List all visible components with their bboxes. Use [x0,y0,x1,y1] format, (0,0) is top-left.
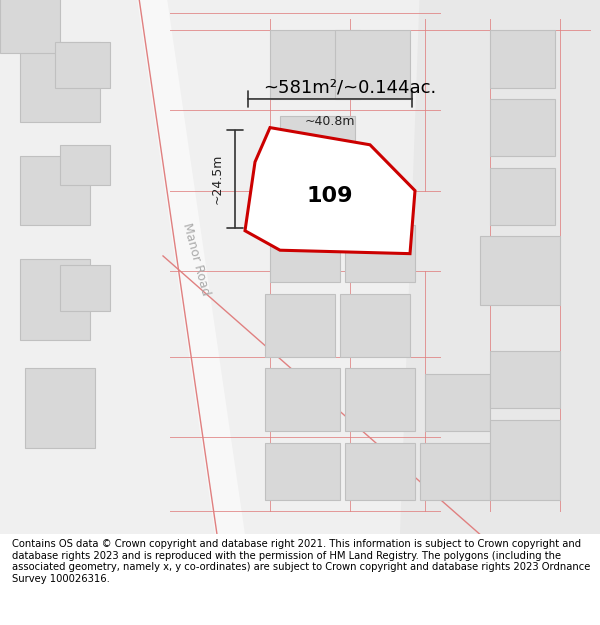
Polygon shape [420,442,490,500]
Polygon shape [490,30,555,88]
Polygon shape [265,294,335,357]
Polygon shape [20,259,90,339]
Text: Manor Road: Manor Road [180,222,212,297]
Polygon shape [490,99,555,156]
Polygon shape [20,156,90,225]
Polygon shape [55,42,110,88]
Polygon shape [345,442,415,500]
Polygon shape [345,368,415,431]
Text: 109: 109 [307,186,353,206]
Polygon shape [25,368,95,449]
Polygon shape [135,0,245,534]
Text: ~40.8m: ~40.8m [305,116,355,128]
Polygon shape [425,374,490,431]
Polygon shape [270,30,360,99]
Text: ~24.5m: ~24.5m [211,154,223,204]
Polygon shape [490,420,560,500]
Polygon shape [265,368,340,431]
Polygon shape [345,225,415,282]
Text: 109, MANOR ROAD, BRIMINGTON, CHESTERFIELD, S43 1NN: 109, MANOR ROAD, BRIMINGTON, CHESTERFIEL… [47,14,553,29]
Text: ~581m²/~0.144ac.: ~581m²/~0.144ac. [263,79,437,96]
Polygon shape [265,442,340,500]
Polygon shape [340,294,410,357]
Polygon shape [400,0,600,534]
Polygon shape [270,231,340,282]
Text: Map shows position and indicative extent of the property.: Map shows position and indicative extent… [108,48,492,61]
Polygon shape [245,127,415,254]
Polygon shape [0,0,600,534]
Polygon shape [310,173,380,225]
Text: Contains OS data © Crown copyright and database right 2021. This information is : Contains OS data © Crown copyright and d… [12,539,590,584]
Polygon shape [0,0,60,53]
Polygon shape [335,30,410,99]
Polygon shape [490,351,560,408]
Polygon shape [20,42,100,122]
Polygon shape [280,116,355,179]
Polygon shape [60,265,110,311]
Polygon shape [490,168,555,225]
Polygon shape [60,145,110,185]
Polygon shape [480,236,560,305]
